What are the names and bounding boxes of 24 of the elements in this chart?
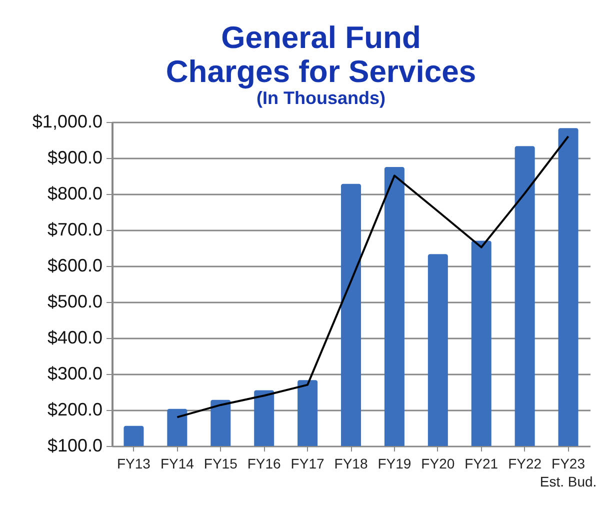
x-tick-label: FY15: [204, 456, 238, 472]
y-tick-label: $500.0: [47, 292, 102, 312]
chart-subtitle: (In Thousands): [256, 88, 386, 108]
x-tick-label: FY20: [421, 456, 455, 472]
y-tick-label: $700.0: [47, 220, 102, 240]
y-tick-label: $800.0: [47, 184, 102, 204]
x-tick-label: FY21: [464, 456, 498, 472]
chart-title: General Fund Charges for Services: [166, 20, 476, 89]
x-tick-label: FY13: [116, 456, 151, 472]
y-tick-label: $600.0: [47, 256, 102, 276]
y-tick-label: $400.0: [47, 328, 102, 348]
x-tick-label: FY19: [378, 456, 412, 472]
y-tick-label: $100.0: [47, 436, 102, 456]
y-tick-label: $200.0: [47, 400, 102, 420]
y-tick-label: $1,000.0: [32, 112, 102, 132]
x-tick-label: FY23 Est. Bud.: [540, 456, 597, 490]
y-tick-label: $900.0: [47, 148, 102, 168]
x-tick-label: FY22: [508, 456, 542, 472]
x-tick-label: FY14: [160, 456, 194, 472]
x-tick-label: FY16: [247, 456, 282, 472]
x-tick-label: FY17: [290, 456, 324, 472]
y-tick-label: $300.0: [47, 364, 102, 384]
x-tick-label: FY18: [334, 456, 368, 472]
line-series: [176, 135, 570, 418]
